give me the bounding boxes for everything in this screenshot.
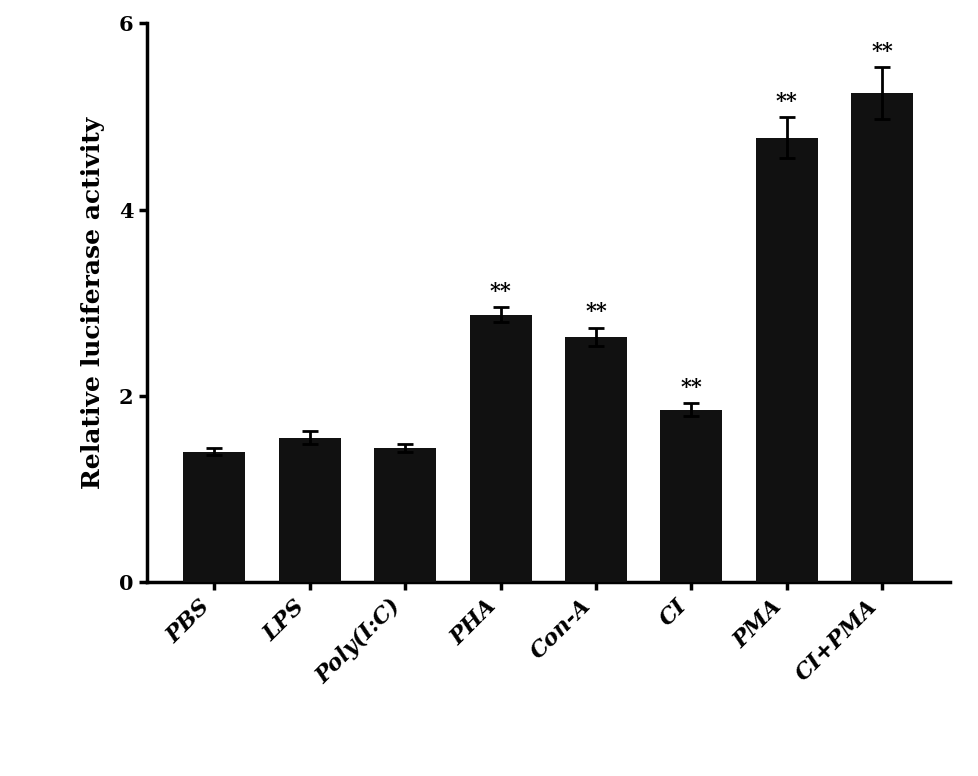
Text: **: ** [489, 281, 511, 301]
Text: **: ** [680, 376, 701, 397]
Bar [659, 410, 722, 582]
Bar [279, 438, 340, 582]
Text: **: ** [585, 301, 606, 321]
Bar [183, 452, 245, 582]
Text: **: ** [776, 91, 797, 111]
Bar [564, 337, 626, 582]
Bar [469, 315, 531, 582]
Y-axis label: Relative luciferase activity: Relative luciferase activity [81, 116, 105, 489]
Bar [374, 448, 436, 582]
Text: **: ** [870, 40, 892, 61]
Bar [850, 93, 912, 582]
Bar [755, 138, 817, 582]
